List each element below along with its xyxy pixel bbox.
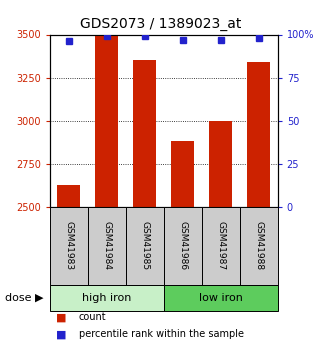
Text: GSM41986: GSM41986 — [178, 221, 187, 270]
Bar — [126, 207, 164, 285]
Text: GSM41985: GSM41985 — [140, 221, 149, 270]
Bar — [164, 285, 278, 310]
Text: GSM41987: GSM41987 — [216, 221, 225, 270]
Bar — [88, 207, 126, 285]
Text: high iron: high iron — [82, 293, 131, 303]
Text: GSM41984: GSM41984 — [102, 221, 111, 270]
Text: ■: ■ — [56, 312, 67, 322]
Text: GSM41983: GSM41983 — [64, 221, 73, 270]
Text: GSM41988: GSM41988 — [254, 221, 263, 270]
Bar — [50, 207, 88, 285]
Bar — [50, 285, 164, 310]
Bar — [133, 60, 156, 207]
Bar — [240, 207, 278, 285]
Bar — [247, 62, 270, 207]
Text: count: count — [79, 312, 106, 322]
Text: percentile rank within the sample: percentile rank within the sample — [79, 329, 244, 339]
Bar — [171, 141, 194, 207]
Bar — [202, 207, 240, 285]
Bar — [164, 207, 202, 285]
Bar — [209, 121, 232, 207]
Text: GDS2073 / 1389023_at: GDS2073 / 1389023_at — [80, 17, 241, 31]
Text: dose ▶: dose ▶ — [5, 293, 43, 303]
Text: low iron: low iron — [199, 293, 243, 303]
Bar — [57, 185, 80, 207]
Text: ■: ■ — [56, 329, 67, 339]
Bar — [95, 34, 118, 207]
